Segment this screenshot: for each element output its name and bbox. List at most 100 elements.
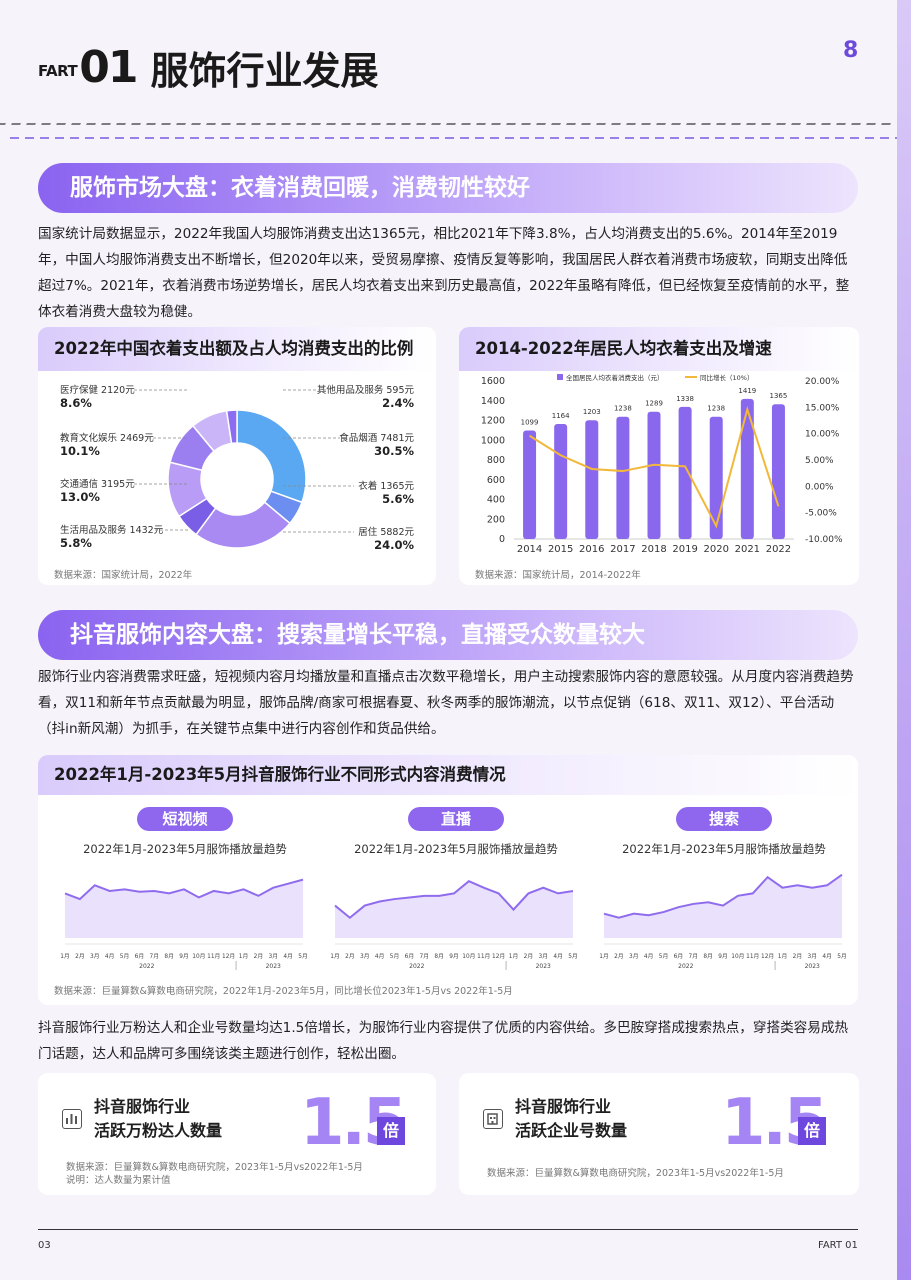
trend-line-2: [603, 873, 843, 919]
trend-month-0-1: 2月: [75, 953, 85, 960]
trend-month-1-14: 3月: [539, 953, 549, 960]
bar-source: 数据来源：国家统计局，2014-2022年: [475, 570, 641, 581]
donut-label-left-name-2: 交通通信 3195元: [60, 478, 135, 490]
stat2-label-line2: 活跃企业号数量: [515, 1121, 628, 1140]
bar-value-label-1: 1164: [552, 412, 570, 420]
donut-label-left-name-1: 教育文化娱乐 2469元: [60, 432, 154, 444]
donut-label-left-pct-2: 13.0%: [60, 490, 100, 504]
bar-left-tick-2: 1200: [481, 416, 505, 427]
trend-source: 数据来源：巨量算数&算数电商研究院，2022年1月-2023年5月，同比增长位2…: [54, 986, 513, 997]
subtitle-search: 2022年1月-2023年5月服饰播放量趋势: [622, 842, 826, 856]
trend-month-1-2: 3月: [360, 953, 370, 960]
footer-section-label: FART 01: [818, 1240, 858, 1251]
trend-month-2-0: 1月: [599, 953, 609, 960]
footer-divider: [38, 1229, 858, 1230]
trend-month-2-4: 5月: [659, 953, 669, 960]
bar-line-chart: 1600 1400 1200 1000 800 600 400 200 0 20.00% 15.00…: [481, 373, 843, 555]
donut-label-right-name-2: 衣着 1365元: [358, 480, 414, 492]
trend-month-2-3: 4月: [644, 953, 654, 960]
bar-1: [554, 424, 568, 539]
dashed-divider: [0, 123, 897, 139]
section1-paragraph: 国家统计局数据显示，2022年我国人均服饰消费支出达1365元，相比2021年下…: [38, 226, 850, 320]
bar-x-label-7: 2021: [735, 544, 760, 555]
donut-label-right-name-1: 食品烟酒 7481元: [339, 432, 414, 444]
donut-label-right-pct-3: 24.0%: [374, 538, 414, 552]
bar-5: [678, 406, 692, 539]
trend-month-1-7: 8月: [434, 953, 444, 960]
pill-short-video: 短视频: [137, 807, 233, 831]
trend-line-0: [64, 878, 304, 901]
stat1-unit: 倍: [377, 1117, 405, 1145]
donut-card: 2022年中国衣着支出额及占人均消费支出的比例 医疗保健 2120元 8.6% 教育…: [38, 327, 436, 585]
bar-right-tick-3: 5.00%: [805, 456, 834, 466]
bar-x-label-6: 2020: [703, 544, 728, 555]
bar-6: [709, 416, 723, 539]
bar-left-tick-3: 1000: [481, 435, 505, 446]
section2-paragraph: 服饰行业内容消费需求旺盛，短视频内容月均播放量和直播点击次数平稳增长，用户主动搜…: [38, 669, 854, 737]
header-prefix: FART: [38, 62, 78, 80]
bar-left-tick-8: 0: [499, 534, 505, 545]
bar-x-label-8: 2022: [766, 544, 791, 555]
trend-month-1-3: 4月: [375, 953, 385, 960]
pill-search: 搜索: [676, 807, 772, 831]
trend-month-1-13: 2月: [524, 953, 534, 960]
trend-year-2023-2: 2023: [805, 963, 820, 970]
trend-month-2-6: 7月: [689, 953, 699, 960]
section2-banner: 抖音服饰内容大盘：搜索量增长平稳，直播受众数量较大: [38, 610, 858, 660]
donut-slice-2: [195, 501, 291, 549]
growth-line: [529, 405, 780, 529]
bar-3: [616, 416, 630, 539]
trend-month-2-15: 4月: [822, 953, 832, 960]
trend-month-0-3: 4月: [105, 953, 115, 960]
bar-chart-icon: [62, 1109, 82, 1129]
trend-month-2-16: 5月: [837, 953, 847, 960]
donut-label-left-pct-3: 5.8%: [60, 536, 92, 550]
bar-7: [740, 398, 754, 539]
bar-0: [523, 430, 537, 539]
trend-month-2-14: 3月: [808, 953, 818, 960]
donut-label-right-name-3: 居住 5882元: [358, 526, 414, 538]
bar-x-label-4: 2018: [641, 544, 666, 555]
bar-left-tick-7: 200: [487, 514, 505, 525]
trend-month-2-9: 10月: [731, 953, 744, 960]
trend-month-0-4: 5月: [120, 953, 130, 960]
donut-label-right-pct-1: 30.5%: [374, 444, 414, 458]
section1-banner: 服饰市场大盘：衣着消费回暖，消费韧性较好: [38, 163, 858, 213]
bar-value-label-7: 1419: [738, 387, 756, 395]
page-title: 服饰行业发展: [150, 49, 379, 93]
legend-bar-swatch: [557, 374, 563, 380]
bar-value-label-4: 1289: [645, 400, 663, 408]
trend-year-2022-2: 2022: [678, 963, 693, 970]
bar-x-label-0: 2014: [517, 544, 542, 555]
trend-year-2022-0: 2022: [139, 963, 154, 970]
trend-month-1-8: 9月: [449, 953, 459, 960]
trend-month-1-1: 2月: [345, 953, 355, 960]
donut-slice-0: [236, 409, 307, 504]
donut-source: 数据来源：国家统计局，2022年: [54, 570, 193, 581]
page-header: FART 01 服饰行业发展: [38, 34, 379, 93]
donut-label-right-pct-0: 2.4%: [382, 396, 414, 410]
trend-year-2023-0: 2023: [266, 963, 281, 970]
bar-card-title: 2014-2022年居民人均衣着支出及增速: [459, 327, 859, 371]
bar-right-tick-1: 15.00%: [805, 403, 840, 413]
donut-label-left-pct-0: 8.6%: [60, 396, 92, 410]
bar-right-tick-5: -5.00%: [805, 509, 837, 519]
trend-area-0: [65, 879, 303, 938]
donut-label-left-pct-1: 10.1%: [60, 444, 100, 458]
stat2-label-line1: 抖音服饰行业: [515, 1097, 612, 1116]
bar-value-label-2: 1203: [583, 408, 601, 416]
trend-month-1-11: 12月: [492, 953, 505, 960]
stat-card-enterprise: 抖音服饰行业 活跃企业号数量 1.5 倍 数据来源：巨量算数&算数电商研究院，2…: [459, 1073, 859, 1195]
bar-left-tick-0: 1600: [481, 376, 505, 387]
trend-month-0-6: 7月: [150, 953, 160, 960]
legend-line-label: 同比增长（10%）: [700, 373, 753, 382]
trend-month-0-9: 10月: [192, 953, 205, 960]
trend-area-1: [335, 881, 573, 938]
trend-month-1-15: 4月: [553, 953, 563, 960]
donut-label-left-name-3: 生活用品及服务 1432元: [60, 524, 164, 536]
bar-value-label-3: 1238: [614, 405, 632, 413]
trend-month-2-5: 6月: [674, 953, 684, 960]
trend-month-0-16: 5月: [298, 953, 308, 960]
bar-x-label-3: 2017: [610, 544, 635, 555]
trend-card-title: 2022年1月-2023年5月抖音服饰行业不同形式内容消费情况: [38, 755, 858, 795]
